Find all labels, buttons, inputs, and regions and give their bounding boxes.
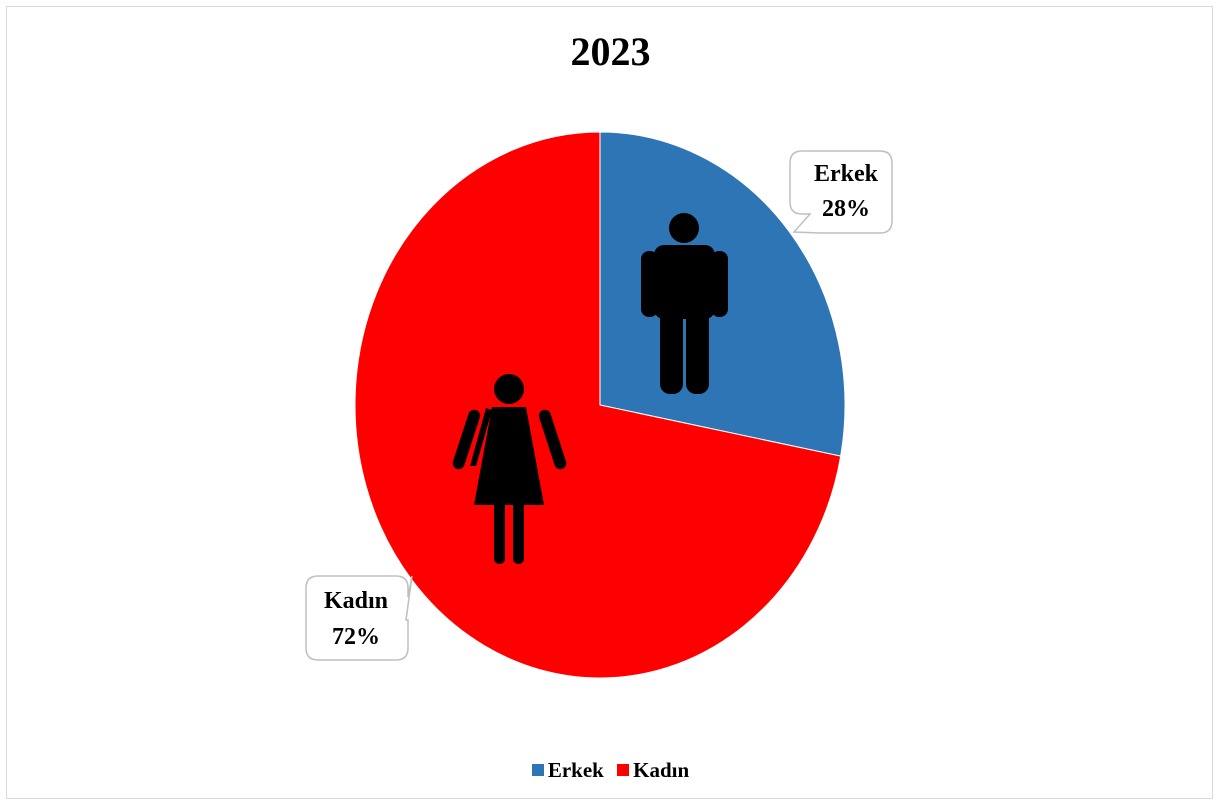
callout-kadin: Kadın 72% bbox=[305, 575, 413, 661]
callout-erkek-label: Erkek bbox=[814, 161, 879, 187]
legend-swatch-erkek bbox=[531, 764, 544, 776]
woman-icon bbox=[452, 374, 567, 564]
pie-slices bbox=[354, 131, 846, 679]
legend: Erkek Kadın bbox=[0, 757, 1221, 783]
chart-title: 2023 bbox=[570, 29, 651, 74]
callout-kadin-label: Kadın bbox=[324, 588, 388, 614]
callout-erkek-value: 28% bbox=[822, 196, 870, 222]
callout-erkek: Erkek 28% bbox=[789, 150, 893, 234]
man-icon bbox=[641, 213, 728, 394]
legend-item-erkek: Erkek bbox=[531, 757, 604, 783]
legend-item-kadin: Kadın bbox=[617, 758, 689, 783]
legend-label-kadin: Kadın bbox=[633, 757, 690, 782]
legend-swatch-kadin bbox=[617, 764, 630, 776]
callout-kadin-value: 72% bbox=[332, 624, 380, 650]
legend-label-erkek: Erkek bbox=[547, 757, 604, 782]
